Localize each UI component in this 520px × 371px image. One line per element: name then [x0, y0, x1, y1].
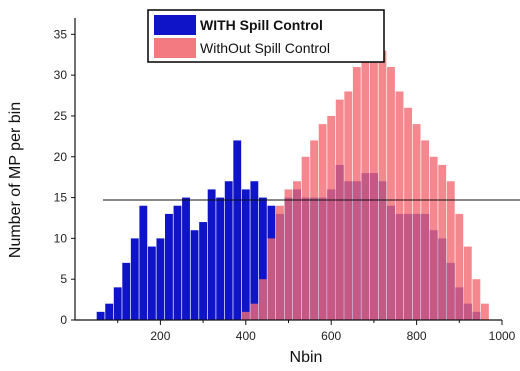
legend-label-with-spill-control: WITH Spill Control — [200, 17, 323, 33]
bar — [455, 213, 464, 320]
series-without-spill-control — [241, 42, 489, 321]
bar — [122, 262, 131, 320]
bar — [190, 230, 199, 320]
bar — [446, 181, 455, 320]
y-axis-title: Number of MP per bin — [7, 102, 24, 258]
y-tick-label: 30 — [54, 68, 68, 82]
bar — [369, 42, 378, 321]
ticks: 0 5 10 15 20 25 30 35 200 400 600 800 1000 — [54, 27, 516, 343]
bar — [156, 238, 165, 320]
bar — [182, 197, 190, 320]
bar — [276, 205, 284, 320]
bar — [480, 303, 489, 320]
bar — [258, 279, 267, 320]
bar — [284, 189, 293, 320]
bar — [352, 66, 361, 320]
legend-swatch-without-spill-control — [154, 38, 196, 58]
bar — [173, 205, 182, 320]
y-tick-label: 25 — [54, 109, 68, 123]
bar — [361, 58, 370, 321]
x-tick-label: 1000 — [489, 329, 516, 343]
bar — [429, 156, 438, 320]
bar — [139, 205, 148, 320]
bar — [395, 91, 404, 321]
x-tick-label: 800 — [407, 329, 427, 343]
bar — [472, 279, 481, 320]
bar — [165, 213, 173, 320]
bar — [130, 238, 139, 320]
y-tick-label: 10 — [54, 231, 68, 245]
y-tick-label: 0 — [60, 313, 67, 327]
bar — [216, 197, 225, 320]
bar — [199, 222, 208, 320]
bar — [233, 140, 242, 320]
bar — [250, 303, 259, 320]
y-tick-label: 15 — [54, 191, 68, 205]
bar — [412, 124, 421, 320]
legend-swatch-with-spill-control — [154, 15, 196, 35]
bar — [96, 311, 105, 320]
bar — [241, 189, 250, 320]
bar — [258, 197, 267, 320]
x-tick-label: 400 — [236, 329, 256, 343]
bar — [241, 311, 250, 320]
bar — [147, 246, 156, 320]
legend-label-without-spill-control: WithOut Spill Control — [200, 40, 330, 56]
bar — [250, 181, 259, 320]
bar — [335, 99, 344, 321]
y-tick-label: 35 — [54, 27, 68, 41]
x-tick-label: 600 — [321, 329, 341, 343]
bar — [404, 107, 412, 320]
bar — [344, 91, 353, 321]
bar — [293, 181, 301, 320]
y-tick-label: 20 — [54, 150, 68, 164]
bar — [207, 189, 216, 320]
x-axis-title: Nbin — [290, 349, 323, 366]
bar — [310, 140, 319, 320]
bar — [318, 124, 327, 320]
bar — [105, 303, 114, 320]
y-tick-label: 5 — [60, 272, 67, 286]
bar — [387, 66, 395, 320]
bar — [327, 115, 336, 320]
bar — [113, 287, 122, 320]
bar — [421, 140, 430, 320]
legend: WITH Spill Control WithOut Spill Control — [147, 9, 385, 63]
bar — [378, 50, 387, 321]
bar — [463, 246, 472, 320]
bar — [301, 156, 310, 320]
bar — [267, 238, 276, 320]
bar — [224, 181, 233, 320]
bar — [438, 164, 447, 320]
x-tick-label: 200 — [150, 329, 170, 343]
